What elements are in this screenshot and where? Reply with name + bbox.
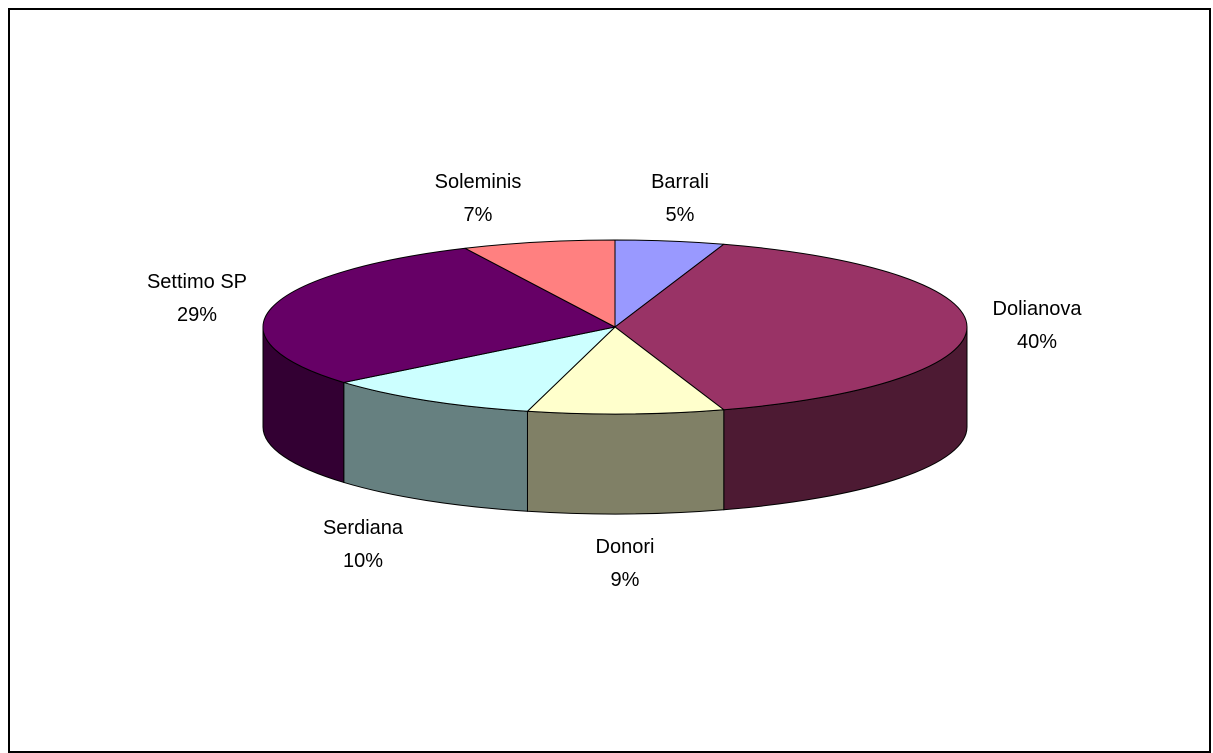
data-label-donori: Donori 9%: [596, 536, 655, 591]
slice-dolianova: [614, 243, 968, 411]
pie-tops: [262, 239, 968, 415]
data-label-dolianova: Dolianova 40%: [993, 298, 1083, 353]
data-label-settimo-sp: Settimo SP 29%: [147, 271, 247, 326]
slice-soleminis: [464, 239, 616, 328]
data-label-serdiana: Serdiana 10%: [323, 517, 404, 572]
slice-donori: [526, 326, 725, 415]
pie-sides: [262, 326, 968, 515]
slice-serdiana: [343, 326, 616, 412]
slice-side-donori: [526, 409, 725, 515]
pie-labels: Barrali 5% Dolianova 40% Donori 9% Serdiana 10%…: [147, 171, 1082, 591]
data-label-soleminis: Soleminis 7%: [435, 171, 522, 226]
slice-settimo-sp: [262, 247, 616, 383]
data-label-barrali: Barrali 5%: [651, 171, 709, 226]
